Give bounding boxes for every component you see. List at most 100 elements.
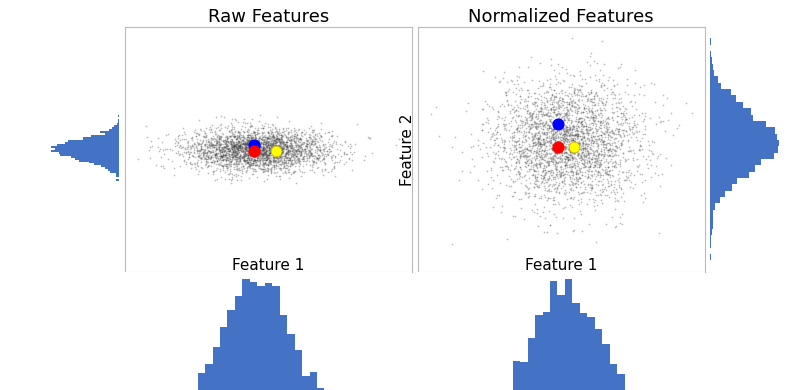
Point — [225, 158, 237, 164]
Point — [260, 149, 272, 155]
Point — [538, 215, 551, 221]
Point — [279, 160, 292, 166]
Point — [206, 157, 219, 163]
Bar — [711, 210, 713, 216]
Point — [560, 123, 572, 129]
Point — [260, 144, 273, 150]
Point — [569, 171, 582, 177]
Point — [588, 164, 600, 170]
Point — [534, 213, 547, 220]
Point — [281, 154, 294, 160]
Point — [583, 106, 596, 113]
Point — [202, 136, 214, 142]
Point — [249, 153, 261, 159]
Point — [141, 134, 153, 140]
Point — [481, 115, 494, 121]
Point — [634, 138, 646, 144]
Point — [252, 135, 265, 141]
Point — [575, 179, 588, 185]
Point — [241, 137, 254, 143]
Point — [344, 149, 357, 155]
Point — [225, 138, 237, 145]
Point — [235, 152, 248, 158]
Point — [622, 137, 634, 143]
Point — [566, 168, 579, 174]
Point — [214, 142, 227, 148]
Point — [561, 154, 574, 160]
Point — [557, 174, 570, 181]
Point — [527, 101, 540, 107]
Point — [600, 166, 613, 172]
Point — [525, 149, 538, 155]
Point — [305, 126, 318, 133]
Point — [268, 141, 281, 147]
Point — [153, 145, 166, 152]
Point — [219, 156, 232, 163]
Point — [611, 126, 624, 133]
Point — [568, 89, 580, 96]
Point — [551, 100, 564, 106]
Point — [176, 136, 189, 142]
Point — [295, 136, 307, 143]
Point — [185, 144, 198, 150]
Point — [537, 174, 549, 180]
Point — [220, 141, 233, 147]
Point — [236, 144, 249, 150]
Point — [650, 163, 663, 169]
Point — [571, 151, 584, 157]
Point — [250, 142, 263, 148]
Point — [272, 136, 284, 142]
Point — [606, 133, 619, 140]
Point — [246, 147, 259, 153]
Point — [499, 121, 512, 127]
Point — [588, 202, 601, 209]
Point — [222, 157, 235, 163]
Point — [308, 158, 321, 164]
Point — [209, 152, 222, 158]
Point — [588, 112, 601, 118]
Point — [247, 144, 260, 151]
Point — [204, 143, 217, 149]
Point — [567, 99, 580, 105]
Point — [183, 151, 195, 157]
Point — [241, 136, 254, 143]
Point — [554, 131, 567, 137]
Point — [530, 135, 543, 141]
Point — [228, 142, 241, 148]
Point — [282, 146, 295, 152]
Point — [233, 142, 245, 148]
Point — [599, 145, 612, 151]
Point — [241, 154, 254, 161]
Point — [273, 126, 286, 133]
Point — [284, 160, 297, 166]
Point — [604, 145, 617, 152]
Point — [182, 144, 195, 150]
Point — [542, 177, 555, 183]
Point — [557, 133, 570, 139]
Point — [575, 154, 588, 160]
Point — [564, 163, 576, 170]
Point — [558, 140, 571, 146]
Point — [276, 138, 288, 144]
Point — [544, 106, 557, 113]
Point — [205, 122, 218, 128]
Point — [226, 144, 239, 151]
Point — [553, 125, 566, 131]
Point — [572, 87, 585, 93]
Point — [225, 154, 238, 160]
Bar — [520, 362, 528, 390]
Point — [549, 140, 562, 146]
Point — [588, 152, 600, 158]
Point — [272, 154, 285, 161]
Point — [552, 146, 565, 152]
Point — [549, 92, 562, 99]
Point — [307, 136, 320, 142]
Point — [501, 101, 514, 107]
Point — [446, 144, 459, 150]
Point — [545, 105, 557, 112]
Point — [204, 142, 217, 148]
Point — [307, 159, 320, 165]
Point — [588, 197, 601, 203]
Point — [245, 156, 258, 163]
Point — [319, 145, 332, 151]
